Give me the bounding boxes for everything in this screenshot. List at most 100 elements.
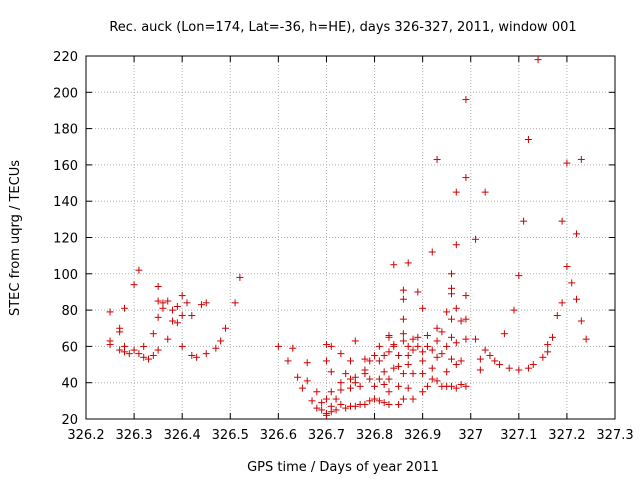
data-point: [452, 339, 460, 347]
data-point: [366, 397, 374, 405]
data-point: [289, 344, 297, 352]
y-tick-label: 60: [61, 340, 78, 355]
data-point: [447, 290, 455, 298]
data-point: [462, 335, 470, 343]
data-point: [419, 370, 427, 378]
data-point: [188, 351, 196, 359]
data-point: [154, 346, 162, 354]
data-point: [433, 324, 441, 332]
data-point: [553, 312, 561, 320]
data-point: [366, 375, 374, 383]
y-tick-label: 160: [53, 159, 78, 174]
data-point: [428, 364, 436, 372]
data-point: [476, 355, 484, 363]
data-point: [375, 397, 383, 405]
data-point: [169, 306, 177, 314]
data-point: [452, 241, 460, 249]
data-point: [409, 370, 417, 378]
data-point: [573, 230, 581, 238]
data-point: [447, 333, 455, 341]
data-point: [481, 188, 489, 196]
data-point: [428, 375, 436, 383]
y-tick-label: 100: [53, 268, 78, 283]
data-point: [322, 411, 330, 419]
y-tick-label: 220: [53, 50, 78, 65]
x-tick-label: 326.5: [212, 428, 249, 443]
data-point: [433, 155, 441, 163]
data-point: [337, 386, 345, 394]
data-point: [322, 341, 330, 349]
data-point: [375, 375, 383, 383]
y-tick-label: 80: [61, 304, 78, 319]
data-point: [380, 368, 388, 376]
data-point: [371, 382, 379, 390]
data-point: [409, 335, 417, 343]
data-point: [476, 366, 484, 374]
data-point: [178, 312, 186, 320]
data-point: [491, 357, 499, 365]
data-point: [443, 308, 451, 316]
data-point: [568, 279, 576, 287]
data-point: [486, 351, 494, 359]
data-point: [356, 382, 364, 390]
data-point: [318, 406, 326, 414]
data-point: [462, 96, 470, 104]
grid: [86, 56, 615, 419]
data-point: [428, 248, 436, 256]
data-point: [140, 353, 148, 361]
data-point: [428, 346, 436, 354]
data-point: [212, 344, 220, 352]
x-tick-label: 326.4: [164, 428, 201, 443]
data-point: [332, 395, 340, 403]
x-tick-label: 326.6: [260, 428, 297, 443]
data-point: [371, 351, 379, 359]
data-point: [322, 357, 330, 365]
data-point: [433, 337, 441, 345]
data-point: [298, 384, 306, 392]
data-point: [135, 350, 143, 358]
axis-labels: Rec. auck (Lon=174, Lat=-36, h=HE), days…: [8, 20, 577, 475]
data-point: [361, 370, 369, 378]
data-point: [505, 364, 513, 372]
data-point: [558, 217, 566, 225]
data-point: [385, 400, 393, 408]
data-point: [351, 337, 359, 345]
data-point: [515, 272, 523, 280]
data-point: [140, 342, 148, 350]
data-point: [496, 361, 504, 369]
x-tick-label: 326.2: [67, 428, 104, 443]
x-tick-label: 326.3: [115, 428, 152, 443]
data-point: [202, 299, 210, 307]
data-point: [457, 357, 465, 365]
data-point: [130, 281, 138, 289]
data-point: [447, 382, 455, 390]
data-point: [395, 382, 403, 390]
data-point: [125, 350, 133, 358]
data-point: [582, 335, 590, 343]
data-point: [452, 384, 460, 392]
data-point: [159, 304, 167, 312]
data-point: [419, 388, 427, 396]
data-point: [423, 332, 431, 340]
data-point: [472, 235, 480, 243]
data-point: [361, 400, 369, 408]
data-point: [577, 317, 585, 325]
data-point: [404, 259, 412, 267]
data-point: [457, 381, 465, 389]
data-point: [332, 406, 340, 414]
data-point: [443, 342, 451, 350]
data-point: [303, 377, 311, 385]
data-point: [524, 135, 532, 143]
data-point: [385, 333, 393, 341]
data-point: [347, 384, 354, 392]
data-point: [135, 266, 143, 274]
data-point: [375, 357, 383, 365]
data-point: [433, 353, 441, 361]
chart-title: Rec. auck (Lon=174, Lat=-36, h=HE), days…: [109, 20, 576, 35]
data-point: [390, 342, 398, 350]
data-point: [414, 288, 422, 296]
data-point: [577, 155, 585, 163]
data-point: [371, 395, 379, 403]
